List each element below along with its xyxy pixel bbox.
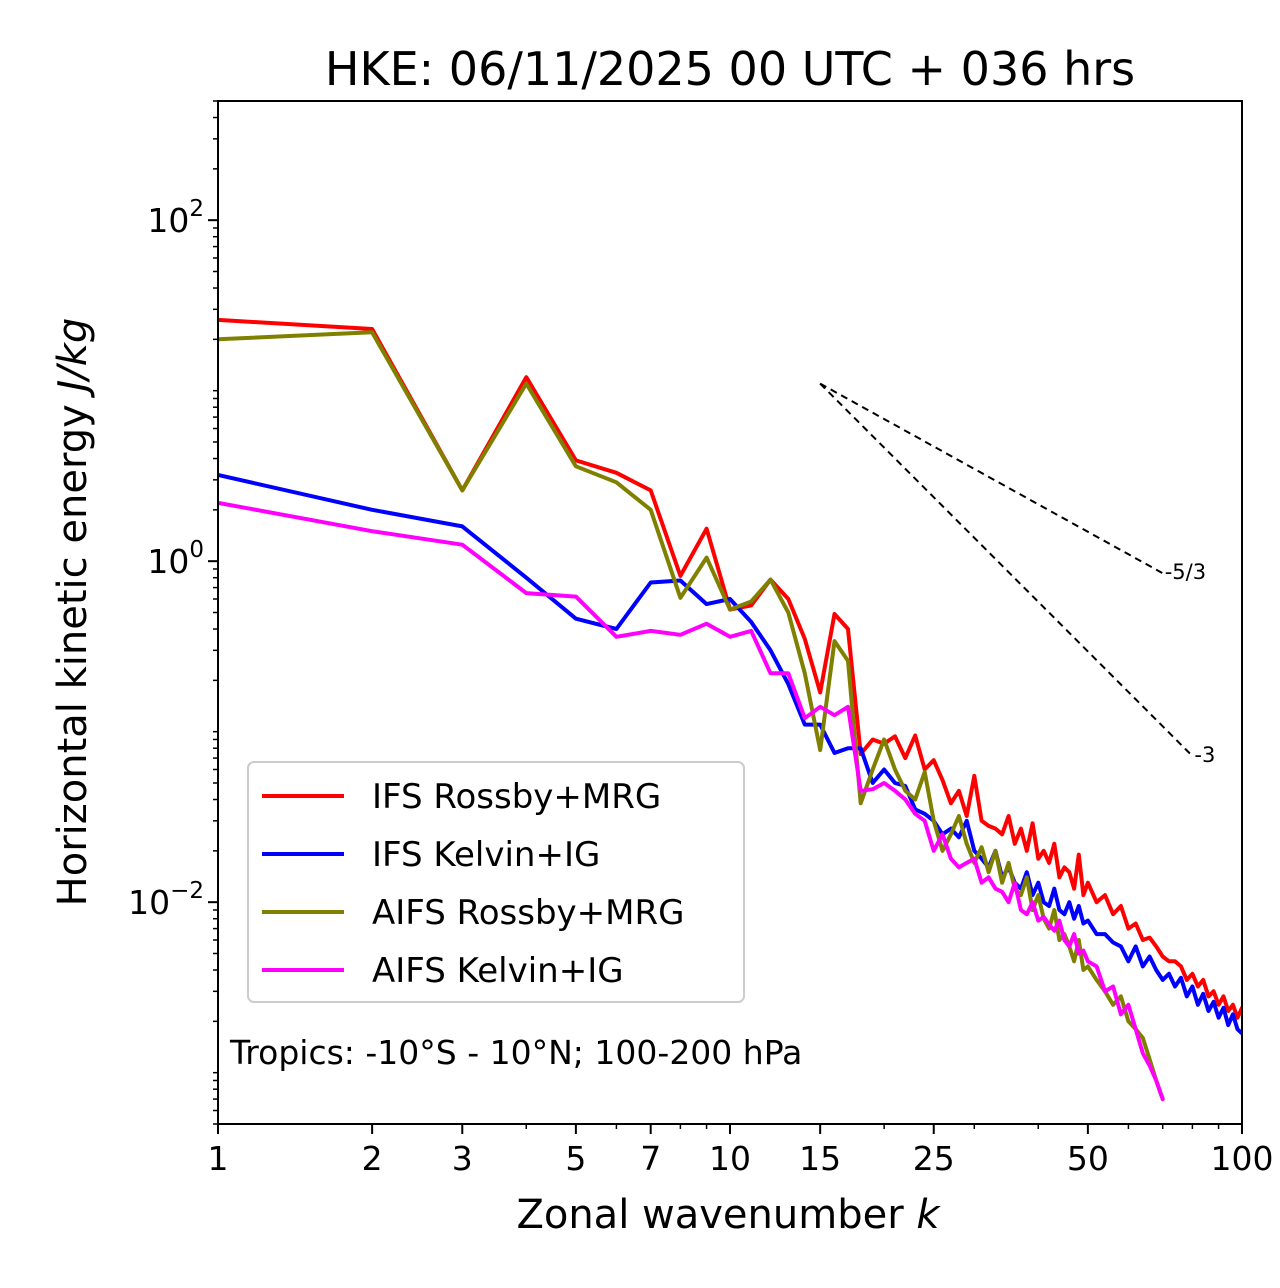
y-axis-label: Horizontal kinetic energy J/kg [50,318,96,907]
plot-frame [217,100,1243,1125]
x-tick-label-50: 50 [1067,1139,1109,1178]
chart-title: HKE: 06/11/2025 00 UTC + 036 hrs [325,42,1135,96]
x-tick-label-100: 100 [1211,1139,1274,1178]
x-tick-label-7: 7 [640,1139,661,1178]
x-axis-label-text: Zonal wavenumber [516,1192,904,1238]
x-axis-label-var: k [916,1192,941,1238]
legend-frame [247,761,745,1003]
x-tick-label-25: 25 [913,1139,955,1178]
legend-label-aifs-kelvin-ig: AIFS Kelvin+IG [372,951,624,991]
x-tick-label-1: 1 [208,1139,229,1178]
reference-slopes: -5/3 -3 [819,382,1215,767]
x-tick-label-15: 15 [799,1139,841,1178]
region-annotation: Tropics: -10°S - 10°N; 100-200 hPa [229,1033,802,1072]
legend-label-aifs-rossby-mrg: AIFS Rossby+MRG [372,893,684,933]
x-tick-label-2: 2 [362,1139,383,1178]
series-line-ifs-rossby-mrg [218,317,1242,1020]
y-tick-label: 10−2 [128,878,204,922]
series-layer [218,317,1242,1102]
legend: IFS Rossby+MRG IFS Kelvin+IG AIFS Rossby+M… [247,761,745,1003]
x-axis-label: Zonal wavenumber k [516,1192,941,1238]
axis-ticks: 1 2 3 5 7 10 15 25 50 100 102 100 10−2 [128,100,1274,1178]
y-tick-label: 102 [147,196,204,240]
legend-label-ifs-kelvin-ig: IFS Kelvin+IG [372,835,600,875]
y-axis-label-units: J/kg [50,318,96,399]
y-axis-label-text: Horizontal kinetic energy [50,404,96,906]
y-tick-label: 100 [147,537,204,581]
series-line-aifs-kelvin-ig [218,500,1165,1102]
reference-slope-line [819,382,1164,575]
reference-slope-label: -5/3 [1165,560,1206,584]
series-line-aifs-rossby-mrg [218,330,1165,1102]
series-line-ifs-kelvin-ig [218,473,1242,1036]
x-tick-label-5: 5 [565,1139,586,1178]
x-tick-label-10: 10 [709,1139,751,1178]
x-tick-label-3: 3 [452,1139,473,1178]
legend-label-ifs-rossby-mrg: IFS Rossby+MRG [372,777,661,817]
reference-slope-label: -3 [1194,743,1215,767]
reference-slope-line [819,382,1194,757]
